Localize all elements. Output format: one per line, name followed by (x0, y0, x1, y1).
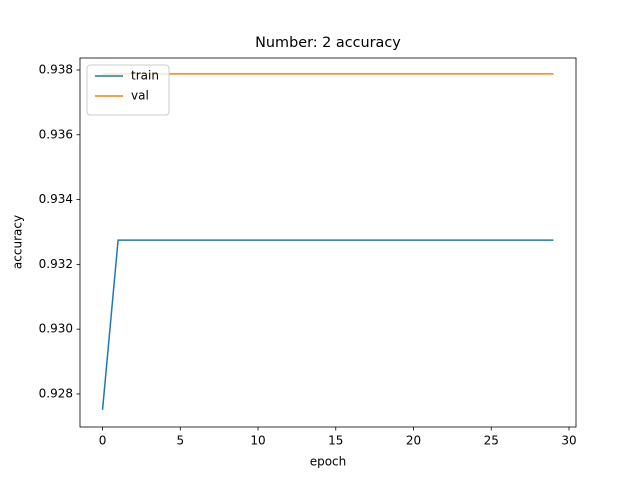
x-axis-label: epoch (310, 455, 347, 469)
legend-label: train (131, 69, 159, 83)
legend-box (86, 64, 170, 116)
x-tick-label: 10 (250, 434, 265, 448)
y-tick-label: 0.934 (39, 192, 73, 206)
y-tick-label: 0.932 (39, 257, 73, 271)
plot-frame (79, 57, 577, 428)
chart-title: Number: 2 accuracy (255, 35, 401, 51)
y-tick-label: 0.936 (39, 127, 73, 141)
x-tick-label: 25 (484, 434, 499, 448)
y-tick-label: 0.938 (39, 62, 73, 76)
x-tick-label: 30 (561, 434, 576, 448)
x-tick-label: 20 (406, 434, 421, 448)
y-tick-label: 0.928 (39, 386, 73, 400)
line-series (101, 239, 554, 410)
x-tick-label: 15 (328, 434, 343, 448)
legend-label: val (131, 89, 149, 103)
x-tick-label: 5 (176, 434, 184, 448)
x-tick-label: 0 (99, 434, 107, 448)
y-axis-label: accuracy (11, 215, 25, 269)
y-tick-label: 0.930 (39, 322, 73, 336)
